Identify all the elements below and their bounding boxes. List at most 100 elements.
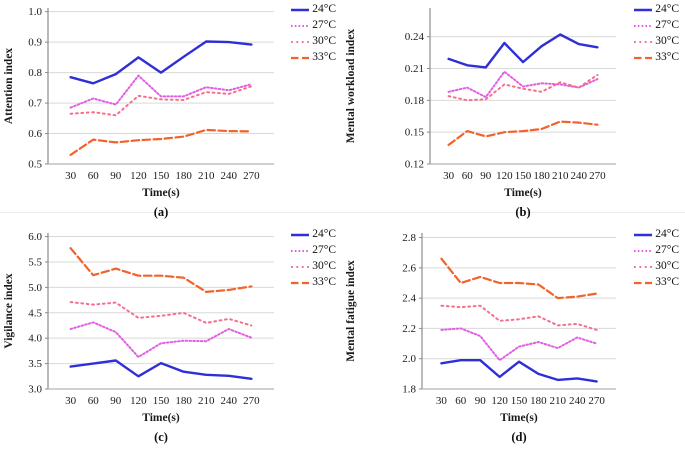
legend-line-sample — [634, 56, 653, 59]
series-line-30C — [69, 301, 253, 327]
x-tick-label: 270 — [588, 395, 605, 407]
series-line-24C — [69, 40, 253, 85]
legend-d: 24°C 27°C 30°C 33°C — [633, 227, 679, 290]
x-tick-label: 240 — [571, 170, 588, 182]
plot-b: 0.12 0.15 0.18 0.21 0.24 30 60 90 120 150 180 210 24… — [345, 8, 616, 199]
legend-label: 27°C — [655, 19, 679, 31]
legend-item: 24°C — [290, 2, 336, 17]
legend-label: 33°C — [655, 51, 679, 63]
y-tick-label: 0.15 — [405, 127, 425, 139]
legend-item: 27°C — [290, 18, 336, 33]
x-tick-label: 180 — [175, 395, 192, 407]
legend-line-sample — [634, 265, 653, 268]
x-axis-title: Time(s) — [500, 412, 538, 424]
y-tick-label: 2.2 — [402, 323, 416, 335]
legend-a: 24°C 27°C 30°C 33°C — [290, 2, 336, 65]
x-tick-label: 30 — [65, 395, 77, 407]
x-tick-label: 150 — [515, 170, 532, 182]
y-tick-label: 0.24 — [405, 31, 425, 43]
legend-item: 33°C — [633, 275, 679, 290]
caption-b: (b) — [515, 205, 531, 219]
legend-item: 27°C — [633, 243, 679, 258]
x-tick-label: 240 — [221, 170, 238, 182]
x-axis-title: Time(s) — [142, 187, 180, 199]
x-tick-label: 150 — [153, 395, 170, 407]
legend-line-sample — [291, 265, 310, 268]
legend-item: 33°C — [290, 50, 336, 65]
series-line-27C — [447, 70, 599, 99]
legend-c: 24°C 27°C 30°C 33°C — [290, 227, 336, 290]
y-tick-label: 5.0 — [28, 282, 42, 294]
series-line-24C — [69, 359, 253, 381]
y-tick-label: 2.8 — [402, 232, 416, 244]
legend-item: 24°C — [633, 2, 679, 17]
y-tick-label: 0.7 — [28, 98, 42, 110]
x-tick-label: 90 — [475, 395, 487, 407]
legend-line-sample — [634, 281, 653, 284]
x-tick-label: 210 — [198, 395, 215, 407]
legend-line-sample — [634, 24, 653, 27]
legend-label: 24°C — [655, 228, 679, 240]
chart-panel-a: 0.5 0.6 0.7 0.8 0.9 1.0 30 60 90 120 150 180 210 240 2… — [0, 0, 342, 225]
y-tick-label: 1.0 — [28, 6, 42, 18]
legend-item: 24°C — [290, 227, 336, 242]
y-tick-label: 4.5 — [28, 307, 42, 319]
series-line-27C — [69, 321, 253, 358]
series-line-24C — [447, 33, 599, 69]
y-tick-label: 2.6 — [402, 262, 416, 274]
legend-item: 33°C — [633, 50, 679, 65]
series-line-30C — [440, 304, 598, 331]
x-tick-label: 90 — [480, 170, 492, 182]
x-tick-label: 60 — [88, 170, 100, 182]
legend-item: 30°C — [290, 259, 336, 274]
legend-line-sample — [634, 8, 653, 11]
y-tick-label: 2.0 — [402, 353, 416, 365]
x-tick-label: 60 — [455, 395, 467, 407]
y-tick-label: 6.0 — [28, 231, 42, 243]
y-tick-label: 0.5 — [28, 159, 42, 171]
y-tick-label: 2.4 — [402, 293, 416, 305]
x-tick-label: 210 — [550, 395, 567, 407]
x-tick-label: 30 — [65, 170, 77, 182]
series-line-33C — [447, 120, 599, 146]
legend-label: 24°C — [312, 228, 336, 240]
legend-line-sample — [291, 24, 310, 27]
legend-label: 24°C — [312, 3, 336, 15]
x-tick-label: 90 — [110, 395, 122, 407]
series-line-27C — [69, 74, 253, 109]
legend-line-sample — [291, 40, 310, 43]
plot-c: 3.0 3.5 4.0 4.5 5.0 5.5 6.0 30 60 90 120 150 180 210 2… — [3, 231, 274, 424]
x-tick-label: 240 — [221, 395, 238, 407]
x-tick-label: 120 — [496, 170, 513, 182]
legend-label: 33°C — [312, 276, 336, 288]
y-tick-label: 0.9 — [28, 37, 42, 49]
chart-panel-d: 1.8 2.0 2.2 2.4 2.6 2.8 30 60 90 120 150 180 210 240 2… — [342, 225, 685, 450]
legend-line-sample — [291, 281, 310, 284]
legend-label: 30°C — [655, 35, 679, 47]
legend-b: 24°C 27°C 30°C 33°C — [633, 2, 679, 65]
legend-label: 30°C — [312, 35, 336, 47]
series-line-24C — [440, 358, 598, 383]
legend-label: 27°C — [655, 244, 679, 256]
y-tick-label: 4.0 — [28, 333, 42, 345]
legend-label: 30°C — [655, 260, 679, 272]
legend-label: 27°C — [312, 244, 336, 256]
page-divider-line — [0, 212, 685, 213]
legend-item: 30°C — [633, 34, 679, 49]
x-tick-label: 60 — [88, 395, 100, 407]
legend-item: 27°C — [633, 18, 679, 33]
legend-line-sample — [634, 233, 653, 236]
x-axis-title: Time(s) — [142, 412, 180, 424]
y-axis-title: Mental workload index — [345, 29, 357, 144]
legend-label: 33°C — [655, 276, 679, 288]
y-tick-label: 3.5 — [28, 358, 42, 370]
x-tick-label: 210 — [552, 170, 569, 182]
legend-line-sample — [634, 249, 653, 252]
x-tick-label: 180 — [175, 170, 192, 182]
x-tick-label: 150 — [153, 170, 170, 182]
plot-d: 1.8 2.0 2.2 2.4 2.6 2.8 30 60 90 120 150 180 210 240 2… — [345, 232, 616, 424]
y-tick-label: 5.5 — [28, 256, 42, 268]
legend-line-sample — [291, 233, 310, 236]
x-tick-label: 210 — [198, 170, 215, 182]
